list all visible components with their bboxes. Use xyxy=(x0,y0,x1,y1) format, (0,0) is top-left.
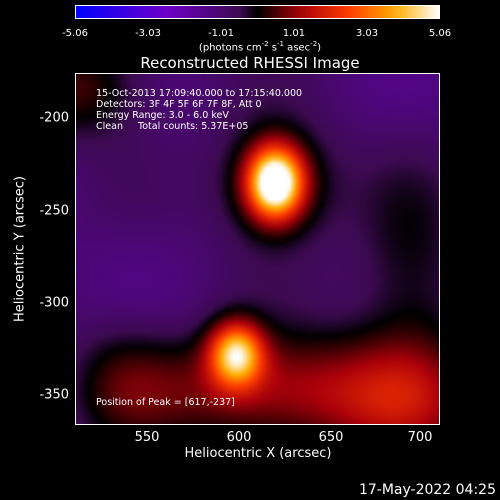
colorbar-units: (photons cm-2 s-1 asec-2) xyxy=(198,40,322,54)
y-tick: -200 xyxy=(39,110,69,126)
colorbar-tick: 1.01 xyxy=(282,28,306,39)
y-axis-label: Heliocentric Y (arcsec) xyxy=(12,176,28,322)
colorbar-tick: 3.03 xyxy=(355,28,379,39)
y-tick: -300 xyxy=(39,295,69,311)
x-tick: 700 xyxy=(407,430,433,445)
colorbar-tick: -3.03 xyxy=(135,28,161,39)
date-stamp: 17-May-2022 04:25 xyxy=(358,482,496,498)
colorbar-tick: -5.06 xyxy=(62,28,88,39)
colorbar xyxy=(75,5,440,19)
plot-title: Reconstructed RHESSI Image xyxy=(140,54,360,72)
x-tick: 650 xyxy=(318,430,344,445)
colorbar-tick: -1.01 xyxy=(208,28,234,39)
x-tick: 600 xyxy=(226,430,252,445)
y-tick: -250 xyxy=(39,203,69,219)
image-frame: 15-Oct-2013 17:09:40.000 to 17:15:40.000… xyxy=(75,73,440,425)
colorbar-tick: 5.06 xyxy=(428,28,452,39)
x-tick: 550 xyxy=(134,430,160,445)
y-tick: -350 xyxy=(39,387,69,403)
x-axis-label: Heliocentric X (arcsec) xyxy=(184,446,332,461)
rhessi-image xyxy=(76,74,439,424)
